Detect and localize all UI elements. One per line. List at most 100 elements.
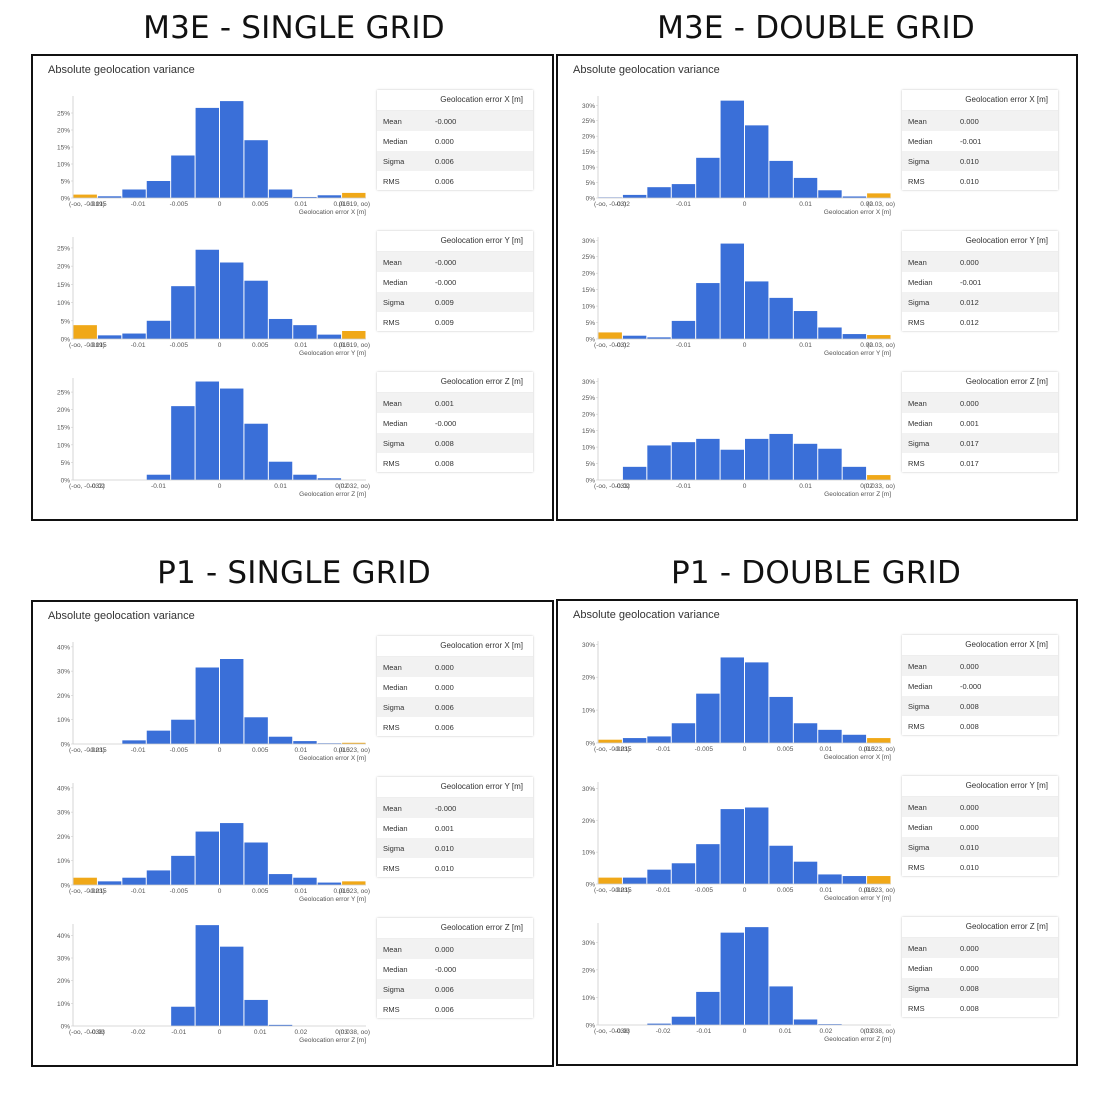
y-tick-label: 10%	[57, 442, 70, 449]
histogram-bar	[293, 877, 317, 885]
x-tick-label: 0	[743, 887, 747, 894]
stats-row-median: Median 0.000	[902, 958, 1058, 978]
y-tick-label: 5%	[61, 318, 71, 325]
stat-value: -0.000	[435, 964, 457, 974]
x-tick-label: -0.015	[88, 888, 107, 895]
histogram-bar	[769, 297, 793, 339]
stat-label: Sigma	[383, 702, 405, 712]
x-axis-title: Geolocation error Y [m]	[824, 895, 891, 902]
x-tick-label: (0.038, oo)	[864, 1028, 895, 1035]
y-tick-label: 15%	[57, 282, 70, 289]
stat-label: Mean	[908, 802, 927, 812]
stat-label: Sigma	[383, 438, 405, 448]
histogram-bar	[696, 693, 720, 743]
histogram-bar	[220, 262, 244, 339]
x-tick-label: 0.01	[274, 483, 287, 490]
x-tick-label: (-oo, -0.038)	[69, 1029, 105, 1036]
stats-table-header: Geolocation error X [m]	[902, 90, 1058, 111]
stat-label: Mean	[383, 398, 402, 408]
histogram-bar	[122, 333, 146, 339]
x-tick-label: -0.03	[615, 1028, 630, 1035]
stat-value: 0.006	[435, 722, 454, 732]
histogram-bar	[146, 181, 171, 198]
x-tick-label: -0.015	[88, 342, 107, 349]
x-axis-title: Geolocation error X [m]	[299, 755, 366, 762]
panel-heading: Absolute geolocation variance	[48, 64, 195, 76]
title-m3e-single-grid: M3E - SINGLE GRID	[143, 10, 445, 46]
title-p1-single-grid: P1 - SINGLE GRID	[157, 555, 431, 591]
stats-table-header: Geolocation error X [m]	[377, 90, 533, 111]
stats-row-mean: Mean -0.000	[377, 252, 533, 272]
stat-label: Median	[383, 682, 408, 692]
histogram-bar	[317, 334, 342, 339]
stats-row-mean: Mean -0.000	[377, 111, 533, 131]
stats-row-median: Median 0.000	[377, 677, 533, 697]
histogram-bar	[671, 723, 696, 743]
stat-value: 0.010	[435, 863, 454, 873]
x-tick-label: -0.01	[131, 342, 146, 349]
stat-label: RMS	[383, 458, 400, 468]
histogram-bar	[268, 318, 293, 339]
stats-row-median: Median 0.000	[377, 131, 533, 151]
histogram-bar	[220, 101, 244, 198]
y-tick-label: 30%	[582, 786, 595, 793]
stat-value: 0.000	[960, 963, 979, 973]
x-tick-label: (-oo, -0.023)	[69, 747, 105, 754]
stats-row-sigma: Sigma 0.006	[377, 979, 533, 999]
histogram-bar	[867, 738, 891, 743]
histogram-bar	[195, 381, 219, 480]
x-tick-label: 0.005	[252, 342, 269, 349]
stats-row-rms: RMS 0.010	[902, 857, 1058, 877]
x-axis-title: Geolocation error Z [m]	[824, 491, 891, 498]
histogram-bar	[818, 1024, 842, 1025]
title-p1-double-grid: P1 - DOUBLE GRID	[670, 555, 962, 591]
stat-value: 0.008	[960, 983, 979, 993]
stat-label: RMS	[908, 1003, 925, 1013]
x-tick-label: 0.01	[295, 747, 308, 754]
x-tick-label: -0.01	[676, 483, 691, 490]
histogram-bar	[622, 335, 647, 339]
x-axis-title: Geolocation error Z [m]	[299, 1037, 366, 1044]
stat-label: Mean	[383, 944, 402, 954]
x-tick-label: (0.023, oo)	[339, 888, 370, 895]
y-tick-label: 25%	[57, 111, 70, 118]
stat-label: Sigma	[383, 297, 405, 307]
y-tick-label: 0%	[586, 478, 596, 485]
stat-value: -0.001	[960, 136, 982, 146]
y-tick-label: 25%	[582, 395, 595, 402]
stats-table-header: Geolocation error Z [m]	[902, 917, 1058, 938]
stat-label: Median	[908, 963, 933, 973]
histogram-bar	[793, 177, 818, 198]
x-tick-label: 0.005	[252, 201, 269, 208]
histogram-bar	[647, 445, 671, 480]
stats-table: Geolocation error X [m] Mean -0.000 Median 0…	[377, 90, 533, 190]
stats-row-rms: RMS 0.006	[377, 999, 533, 1019]
x-tick-label: -0.005	[695, 746, 714, 753]
histogram-bar	[146, 320, 171, 339]
stat-value: 0.010	[960, 842, 979, 852]
histogram-bar	[146, 870, 171, 885]
y-tick-label: 30%	[582, 940, 595, 947]
x-tick-label: -0.01	[656, 887, 671, 894]
x-tick-label: 0	[743, 746, 747, 753]
x-tick-label: 0.01	[820, 887, 833, 894]
x-axis-title: Geolocation error Y [m]	[299, 896, 366, 903]
x-tick-label: -0.02	[131, 1029, 146, 1036]
stats-row-sigma: Sigma 0.010	[377, 838, 533, 858]
stats-row-sigma: Sigma 0.008	[902, 696, 1058, 716]
stat-label: Median	[908, 822, 933, 832]
stats-table: Geolocation error X [m] Mean 0.000 Median -0…	[902, 90, 1058, 190]
stats-table-body: Mean 0.000 Median 0.000 Sigma 0.006 RMS 0.006	[377, 657, 533, 737]
stat-value: 0.006	[435, 984, 454, 994]
histogram-bar	[793, 311, 818, 339]
x-tick-label: 0	[743, 483, 747, 490]
stats-row-median: Median 0.000	[902, 817, 1058, 837]
histogram-bar	[220, 388, 244, 480]
stats-table-body: Mean 0.000 Median -0.001 Sigma 0.012 RMS 0.012	[902, 252, 1058, 332]
histogram-bar	[220, 823, 244, 885]
histogram-bar	[769, 160, 793, 198]
x-tick-label: -0.01	[171, 1029, 186, 1036]
y-tick-label: 30%	[582, 238, 595, 245]
stat-label: Mean	[383, 116, 402, 126]
y-tick-label: 20%	[57, 264, 70, 271]
